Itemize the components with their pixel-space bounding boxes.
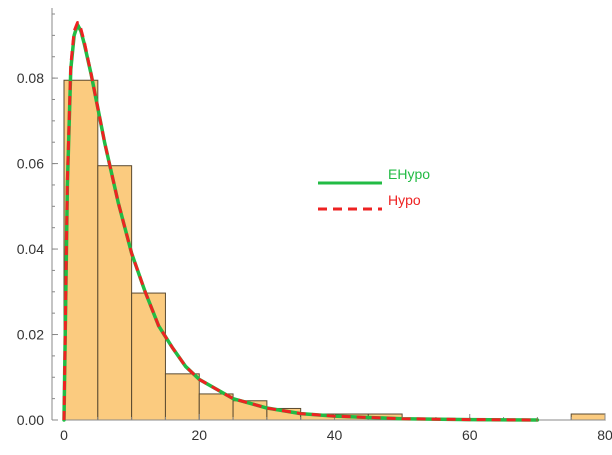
x-tick-label: 40 (327, 427, 343, 443)
histogram-bar (97, 165, 133, 421)
hypo-curve (62, 21, 538, 422)
legend-ehypo-label: EHypo (388, 166, 430, 182)
histogram-bar (164, 373, 200, 421)
legend-hypo-label: Hypo (388, 192, 421, 208)
bars-layer (63, 79, 606, 421)
x-tick-label: 60 (462, 427, 478, 443)
y-tick-label: 0.00 (17, 412, 44, 428)
x-tick-label: 0 (60, 427, 68, 443)
x-tick-label: 80 (597, 427, 612, 443)
lines-layer (62, 21, 540, 422)
y-tick-label: 0.06 (17, 156, 44, 172)
x-tick-label: 20 (191, 427, 207, 443)
y-tick-label: 0.08 (17, 70, 44, 86)
legend: EHypo Hypo (318, 166, 430, 211)
histogram-bar (570, 413, 606, 421)
y-tick-label: 0.04 (17, 241, 44, 257)
histogram-bar (131, 292, 166, 421)
y-tick-label: 0.02 (17, 327, 44, 343)
histogram-bar (198, 393, 234, 421)
